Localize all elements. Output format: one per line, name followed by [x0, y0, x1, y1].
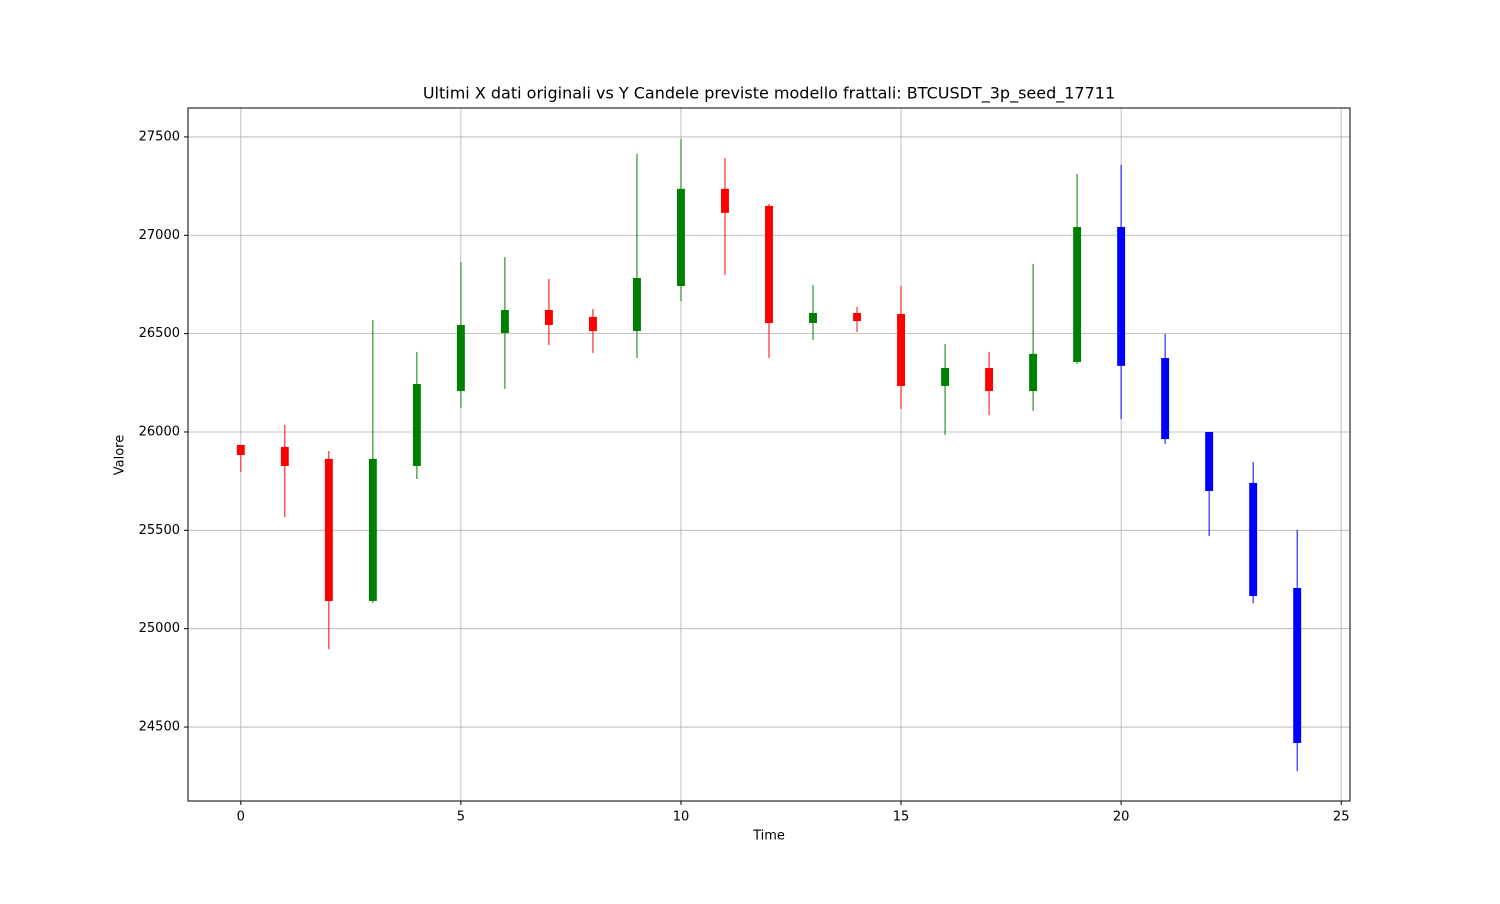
candle-body: [324, 458, 333, 601]
candle-body: [236, 444, 245, 455]
candle-body: [368, 458, 377, 601]
chart-title: Ultimi X dati originali vs Y Candele pre…: [423, 84, 1115, 104]
y-tick-label: 24500: [139, 720, 180, 735]
x-tick-label: 15: [893, 810, 910, 825]
candle-body: [1161, 358, 1170, 440]
y-tick-label: 27500: [139, 129, 180, 144]
x-axis-label: Time: [752, 829, 785, 844]
candle-body: [1249, 482, 1258, 597]
candle-body: [280, 446, 289, 467]
candle-body: [721, 188, 729, 213]
y-tick-label: 25500: [139, 523, 180, 538]
x-tick-label: 25: [1333, 810, 1350, 825]
candle-body: [1293, 587, 1302, 743]
x-tick-label: 20: [1113, 810, 1130, 825]
y-tick-label: 26000: [139, 424, 180, 439]
candle-body: [1117, 227, 1126, 366]
candle-body: [632, 277, 641, 332]
candle-body: [765, 205, 773, 324]
candle-body: [1205, 431, 1214, 491]
candle-body: [853, 312, 861, 322]
candle-body: [456, 324, 465, 392]
plot-frame: [187, 107, 1351, 802]
candle-body: [1029, 353, 1038, 392]
x-tick-label: 5: [457, 810, 465, 825]
y-tick-label: 26500: [139, 326, 180, 341]
candle-body: [677, 188, 685, 287]
x-tick-label: 10: [673, 810, 690, 825]
y-tick-label: 25000: [139, 621, 180, 636]
candle-body: [588, 316, 597, 332]
candle-body: [941, 368, 950, 386]
x-tick-label: 0: [237, 810, 245, 825]
candle-body: [412, 383, 421, 467]
candle-body: [1073, 227, 1082, 362]
candle-body: [544, 310, 553, 325]
candle-body: [809, 312, 817, 324]
candle-body: [897, 313, 906, 386]
candle-body: [500, 310, 509, 334]
candle-body: [985, 368, 994, 392]
y-tick-label: 27000: [139, 228, 180, 243]
y-axis-label: Valore: [113, 435, 128, 475]
